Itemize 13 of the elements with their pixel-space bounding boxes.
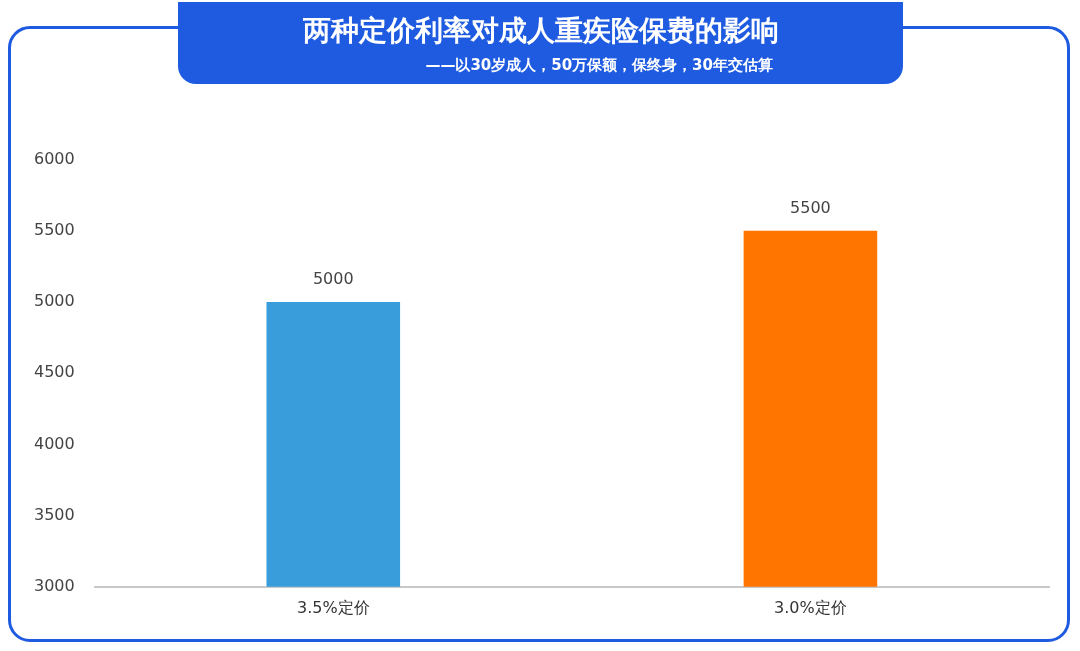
y-tick-label: 3500 bbox=[34, 504, 75, 524]
chart-subtitle: ——以30岁成人，50万保额，保终身，30年交估算 bbox=[424, 56, 774, 75]
y-tick-label: 5000 bbox=[34, 291, 75, 311]
x-tick-label: 3.0%定价 bbox=[774, 597, 847, 617]
data-label: 5000 bbox=[312, 269, 354, 289]
x-tick-label: 3.5%定价 bbox=[296, 597, 370, 617]
chart-title: 两种定价利率对成人重疾险保费的影响 bbox=[301, 13, 780, 49]
y-tick-label: 4500 bbox=[34, 362, 75, 382]
y-tick-label: 6000 bbox=[34, 148, 75, 168]
data-label: 5500 bbox=[790, 197, 831, 217]
y-tick-label: 3000 bbox=[34, 575, 75, 595]
y-tick-label: 4000 bbox=[34, 433, 75, 453]
y-tick-label: 5500 bbox=[34, 219, 75, 239]
